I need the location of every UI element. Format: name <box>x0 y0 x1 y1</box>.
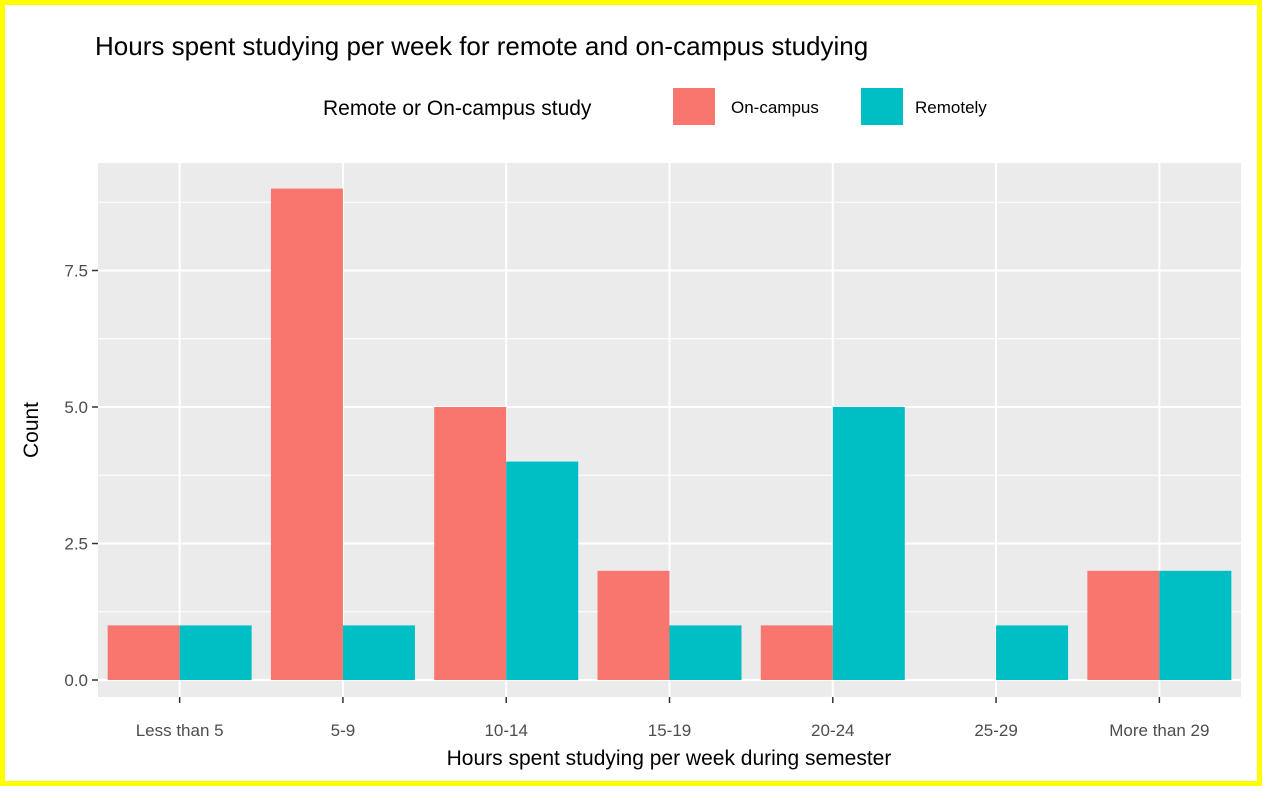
legend-key-on-campus <box>673 88 715 125</box>
bar-remotely-2 <box>342 625 415 680</box>
bars <box>107 188 1232 680</box>
x-tick-label: Less than 5 <box>136 721 224 740</box>
legend-label-on-campus: On-campus <box>731 98 819 117</box>
chart-canvas: Hours spent studying per week for remote… <box>20 31 1241 770</box>
bar-remotely-3 <box>506 461 579 680</box>
chart-title: Hours spent studying per week for remote… <box>95 31 868 61</box>
x-tick-label: 5-9 <box>331 721 356 740</box>
x-tick-label: 20-24 <box>811 721 854 740</box>
y-tick-label: 0.0 <box>64 671 88 690</box>
x-tick-label: 10-14 <box>484 721 527 740</box>
y-tick-label: 5.0 <box>64 398 88 417</box>
legend-label-remotely: Remotely <box>915 98 987 117</box>
bar-on-campus-4 <box>597 570 670 680</box>
x-axis-title: Hours spent studying per week during sem… <box>447 747 892 770</box>
bar-remotely-6 <box>996 625 1069 680</box>
bar-on-campus-3 <box>434 407 507 680</box>
bar-remotely-1 <box>179 625 252 680</box>
legend-title: Remote or On-campus study <box>323 97 592 120</box>
legend: Remote or On-campus study On-campus Remo… <box>323 88 987 125</box>
x-axis: Less than 5 5-9 10-14 15-19 20-24 25-29 More t… <box>136 697 1209 740</box>
legend-key-remotely <box>861 88 903 125</box>
bar-on-campus-7 <box>1087 570 1160 680</box>
bar-remotely-4 <box>669 625 742 680</box>
bar-on-campus-2 <box>270 188 343 680</box>
y-tick-label: 2.5 <box>64 535 88 554</box>
x-tick-label: More than 29 <box>1109 721 1209 740</box>
bar-remotely-7 <box>1159 570 1232 680</box>
bar-on-campus-1 <box>107 625 180 680</box>
y-tick-label: 7.5 <box>64 262 88 281</box>
y-axis: 0.0 2.5 5.0 7.5 <box>64 262 98 690</box>
x-tick-label: 15-19 <box>648 721 691 740</box>
bar-on-campus-5 <box>760 625 833 680</box>
x-tick-label: 25-29 <box>974 721 1017 740</box>
bar-remotely-5 <box>832 407 905 680</box>
y-axis-title: Count <box>20 402 43 458</box>
